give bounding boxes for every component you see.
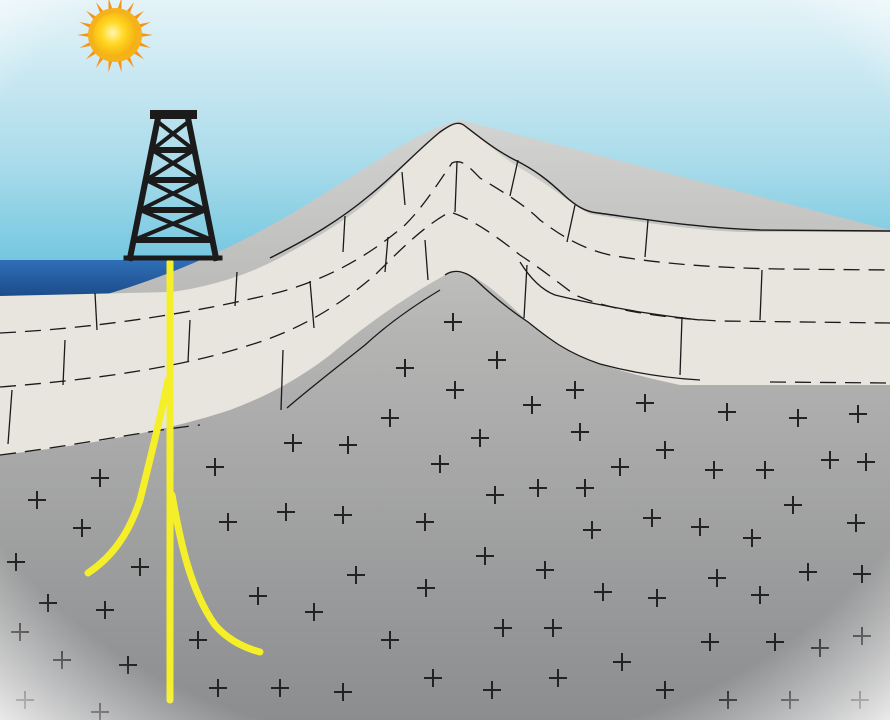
geothermal-drilling-diagram bbox=[0, 0, 890, 720]
edge-vignette bbox=[0, 0, 890, 720]
